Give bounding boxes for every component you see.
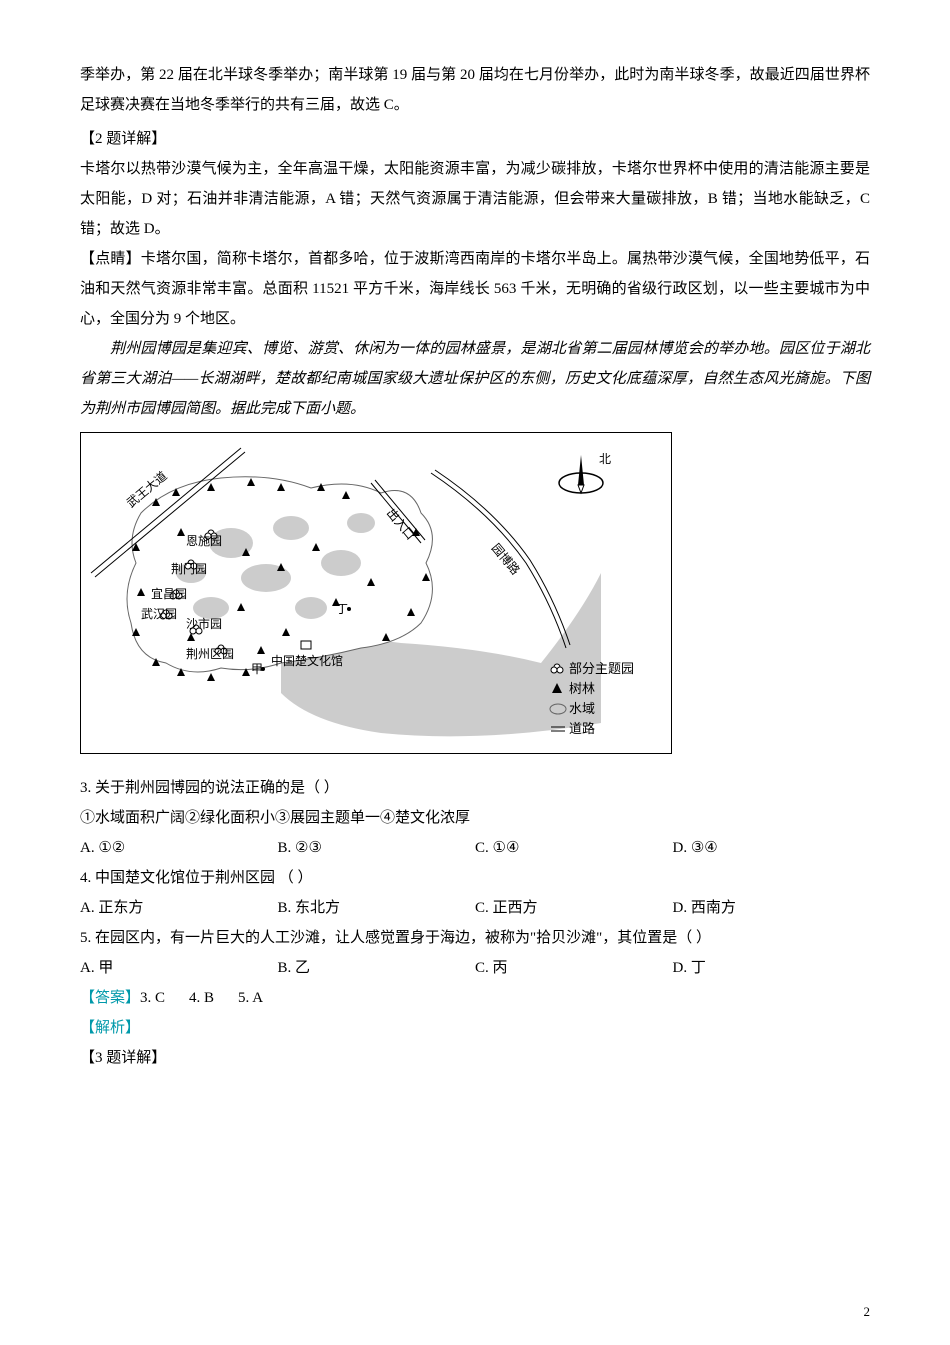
answer-label: 【答案】	[80, 990, 140, 1006]
q5-opt-a: A. 甲	[80, 953, 278, 983]
answers-line: 【答案】3. C 4. B 5. A	[80, 983, 870, 1013]
q3-options: A. ①② B. ②③ C. ①④ D. ③④	[80, 833, 870, 863]
passage-text: 荆州园博园是集迎宾、博览、游赏、休闲为一体的园林盛景，是湖北省第二届园林博览会的…	[80, 334, 870, 424]
q3-subitems: ①水域面积广阔②绿化面积小③展园主题单一④楚文化浓厚	[80, 803, 870, 833]
q5-stem: 5. 在园区内，有一片巨大的人工沙滩，让人感觉置身于海边，被称为"拾贝沙滩"，其…	[80, 923, 870, 953]
analysis-label: 【解析】	[80, 1013, 870, 1043]
q4-opt-c: C. 正西方	[475, 893, 673, 923]
q3-opt-d: D. ③④	[673, 833, 871, 863]
q4-stem: 4. 中国楚文化馆位于荆州区园 （ ）	[80, 863, 870, 893]
q4-opt-d: D. 西南方	[673, 893, 871, 923]
q5-opt-b: B. 乙	[278, 953, 476, 983]
label-shashi: 沙市园	[186, 616, 222, 631]
q3-opt-a: A. ①②	[80, 833, 278, 863]
answer-5: 5. A	[238, 983, 263, 1013]
map-figure: 武王大道 园博路 出入口	[80, 432, 870, 765]
page-number: 2	[864, 1299, 871, 1325]
q5-options: A. 甲 B. 乙 C. 丙 D. 丁	[80, 953, 870, 983]
label-enshi: 恩施园	[186, 534, 222, 548]
q3-opt-b: B. ②③	[278, 833, 476, 863]
label-jingmen: 荆门园	[171, 561, 207, 576]
q4-opt-b: B. 东北方	[278, 893, 476, 923]
label-yichang: 宜昌园	[151, 586, 187, 601]
tip-paragraph: 【点睛】卡塔尔国，简称卡塔尔，首都多哈，位于波斯湾西南岸的卡塔尔半岛上。属热带沙…	[80, 244, 870, 334]
q3-stem: 3. 关于荆州园博园的说法正确的是（ ）	[80, 773, 870, 803]
answer-4: 4. B	[189, 983, 214, 1013]
svg-text:道路: 道路	[569, 721, 595, 736]
svg-text:北: 北	[599, 452, 611, 466]
answer-3: 3. C	[140, 990, 165, 1006]
q3-opt-c: C. ①④	[475, 833, 673, 863]
svg-text:水域: 水域	[569, 701, 595, 716]
q3-header: 【3 题详解】	[80, 1043, 870, 1073]
label-wuhan: 武汉园	[141, 607, 177, 621]
label-ding: 丁	[336, 602, 348, 616]
q4-options: A. 正东方 B. 东北方 C. 正西方 D. 西南方	[80, 893, 870, 923]
q4-opt-a: A. 正东方	[80, 893, 278, 923]
q5-opt-d: D. 丁	[673, 953, 871, 983]
q2-header: 【2 题详解】	[80, 124, 870, 154]
label-jingzhou: 荆州区园	[186, 647, 234, 661]
map-svg: 武王大道 园博路 出入口	[80, 432, 672, 754]
q5-opt-c: C. 丙	[475, 953, 673, 983]
q2-explanation: 卡塔尔以热带沙漠气候为主，全年高温干燥，太阳能资源丰富，为减少碳排放，卡塔尔世界…	[80, 154, 870, 244]
paragraph-continuation: 季举办，第 22 届在北半球冬季举办；南半球第 19 届与第 20 届均在七月份…	[80, 60, 870, 120]
svg-text:部分主题园: 部分主题园	[569, 661, 634, 676]
svg-text:树林: 树林	[569, 681, 595, 696]
label-chuculture: 中国楚文化馆	[271, 653, 343, 668]
